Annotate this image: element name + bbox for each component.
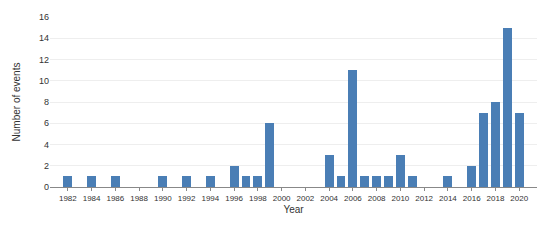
svg-text:1986: 1986: [106, 194, 124, 203]
svg-text:2012: 2012: [415, 194, 433, 203]
svg-text:2010: 2010: [392, 194, 410, 203]
svg-text:2020: 2020: [510, 194, 528, 203]
svg-text:4: 4: [44, 140, 49, 150]
svg-text:2014: 2014: [439, 194, 457, 203]
svg-text:1994: 1994: [201, 194, 219, 203]
svg-text:2: 2: [44, 161, 49, 171]
svg-text:2016: 2016: [463, 194, 481, 203]
svg-text:2004: 2004: [320, 194, 338, 203]
svg-text:2006: 2006: [344, 194, 362, 203]
svg-text:Number of events: Number of events: [11, 63, 22, 142]
svg-text:1984: 1984: [83, 194, 101, 203]
svg-text:14: 14: [39, 33, 49, 43]
svg-text:1990: 1990: [154, 194, 172, 203]
svg-text:Year: Year: [283, 204, 304, 215]
svg-text:2008: 2008: [368, 194, 386, 203]
svg-text:1998: 1998: [249, 194, 267, 203]
svg-text:1988: 1988: [130, 194, 148, 203]
svg-text:2018: 2018: [487, 194, 505, 203]
svg-text:1982: 1982: [59, 194, 77, 203]
svg-text:0: 0: [44, 182, 49, 192]
svg-text:16: 16: [39, 12, 49, 22]
svg-text:10: 10: [39, 76, 49, 86]
svg-text:2002: 2002: [296, 194, 314, 203]
svg-text:1992: 1992: [178, 194, 196, 203]
svg-text:8: 8: [44, 97, 49, 107]
svg-text:6: 6: [44, 118, 49, 128]
svg-text:1996: 1996: [225, 194, 243, 203]
svg-text:2000: 2000: [273, 194, 291, 203]
svg-text:12: 12: [39, 55, 49, 65]
